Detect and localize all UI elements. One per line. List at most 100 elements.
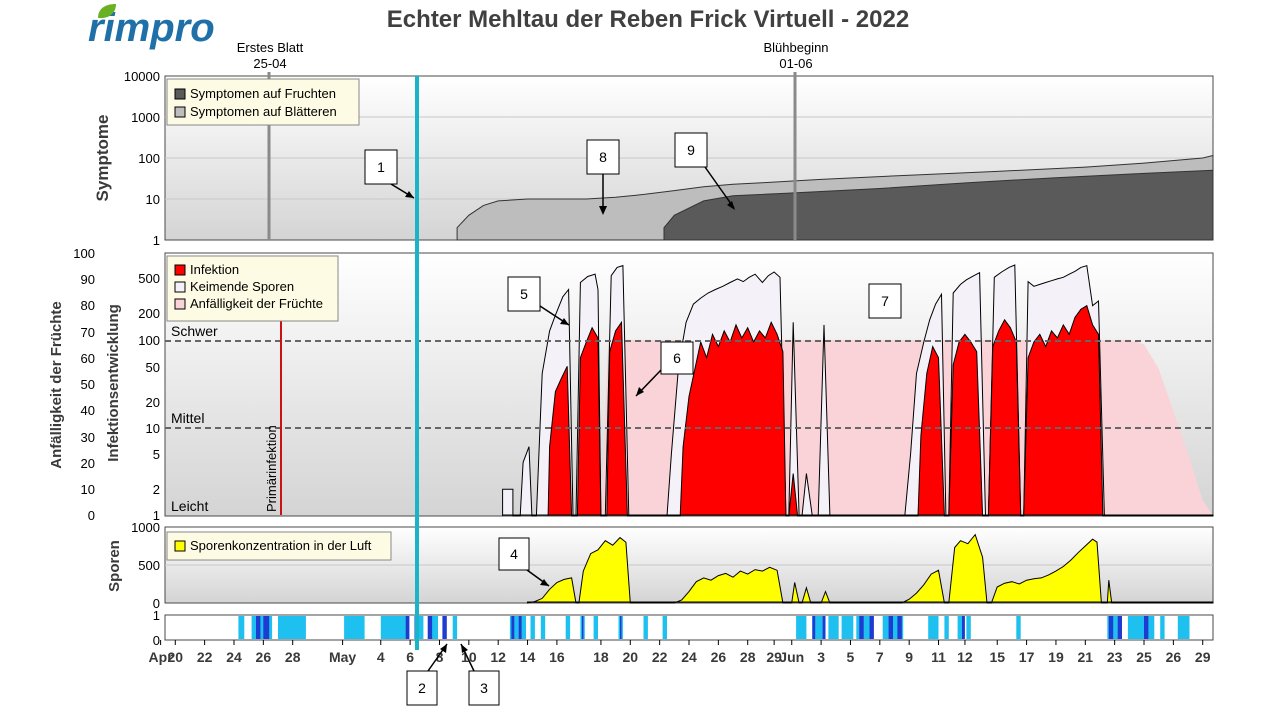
wetness-bar-light [928, 616, 939, 639]
wetness-bar-light [957, 616, 962, 639]
callout-7: 7 [868, 283, 902, 319]
spores-ytick: 0 [153, 596, 160, 611]
callout-6: 6 [635, 341, 694, 397]
susceptibility-ytick: 70 [81, 325, 95, 340]
arrowhead-icon [461, 644, 468, 653]
x-tick-label: 4 [377, 649, 385, 665]
threshold-leicht-label: Leicht [171, 498, 208, 514]
infection-ytick: 100 [138, 333, 160, 348]
wetness-bar-light [565, 616, 571, 639]
spores-area [527, 533, 1214, 604]
infection-yticks: 500 200 100 50 20 10 5 2 1 [138, 271, 160, 523]
legend-label-spores: Sporenkonzentration in der Luft [190, 538, 372, 553]
wetness-bar-dark [581, 616, 584, 639]
wetness-bar-dark [859, 616, 864, 639]
symptoms-series [165, 116, 1214, 241]
x-tick-label: May [329, 649, 356, 665]
symptoms-area-fruits [663, 169, 1214, 241]
infection-area [547, 304, 1214, 517]
callout-label: 2 [418, 680, 426, 696]
legend-swatch-infection [174, 264, 186, 276]
wetness-bar-light [966, 616, 971, 639]
x-tick-label: 29 [766, 649, 782, 665]
legend-label-leaves: Symptomen auf Blätteren [190, 104, 337, 119]
callout-3: 3 [460, 643, 500, 706]
susceptibility-ytick: 10 [81, 482, 95, 497]
callout-1: 1 [364, 149, 415, 199]
x-tick-label: 19 [1048, 649, 1064, 665]
x-tick-label: 16 [549, 649, 565, 665]
susceptibility-ytick: 100 [73, 246, 95, 261]
spores-series [165, 533, 1214, 604]
legend-swatch-leaves [174, 106, 186, 118]
symptoms-yticks: 10000 1000 100 10 1 [124, 69, 160, 248]
callout-label: 5 [520, 286, 528, 302]
wetness-bar-dark [1108, 616, 1114, 639]
callout-arrow [704, 166, 735, 209]
callout-2: 2 [406, 643, 448, 706]
callout-box [406, 670, 438, 706]
arrowhead-icon [599, 206, 607, 215]
legend-label-germinating: Keimende Sporen [190, 279, 294, 294]
symptoms-legend-box [166, 78, 360, 126]
callout-box [660, 341, 694, 375]
wetness-ytick: 0 [153, 633, 160, 648]
arrowhead-icon [636, 387, 644, 396]
event-flowering-label: Blühbeginn [763, 40, 828, 55]
x-tick-label: 7 [876, 649, 884, 665]
wetness-bar-dark [812, 616, 816, 639]
spores-legend-box [166, 531, 392, 561]
x-tick-label: 29 [1195, 649, 1211, 665]
callout-label: 4 [510, 546, 518, 562]
susceptibility-ytick: 20 [81, 456, 95, 471]
wetness-bar-dark [620, 616, 622, 639]
x-tick-label: 28 [740, 649, 756, 665]
wetness-bar-dark [962, 616, 965, 639]
legend-swatch-germinating [174, 281, 186, 293]
legend-swatch-susceptibility [174, 298, 186, 310]
callout-label: 1 [377, 159, 385, 175]
x-tick-label: 21 [1078, 649, 1094, 665]
primary-infection-label: Primärinfektion [264, 425, 279, 512]
infection-legend: Infektion Keimende Sporen Anfälligkeit d… [166, 255, 339, 322]
brand-logo: rimpro [88, 4, 215, 50]
susceptibility-ytick: 80 [81, 298, 95, 313]
x-tick-label: 12 [957, 649, 973, 665]
leaf-icon [98, 4, 116, 19]
wetness-ytick: 1 [153, 608, 160, 623]
panel-wetness [164, 614, 1214, 641]
event-flowering-date: 01-06 [779, 56, 812, 71]
callout-box [364, 149, 398, 185]
wetness-bar-light [238, 616, 245, 639]
wetness-bar-dark [405, 616, 410, 639]
x-tick-label: 20 [622, 649, 638, 665]
wetness-bar-dark [427, 616, 433, 639]
callout-label: 9 [687, 142, 695, 158]
spores-ylabel: Sporen [106, 540, 123, 592]
arrowhead-icon [440, 644, 447, 653]
callout-5: 5 [507, 276, 570, 326]
legend-label-fruits: Symptomen auf Fruchten [190, 86, 336, 101]
legend-label-infection: Infektion [190, 262, 239, 277]
spores-legend: Sporenkonzentration in der Luft [166, 531, 392, 561]
wetness-bar-dark [1117, 616, 1122, 639]
susceptibility-ylabel: Anfälligkeit der Früchte [48, 301, 65, 469]
x-tick-label: 20 [167, 649, 183, 665]
wetness-bar-light [796, 616, 807, 639]
infection-ytick: 50 [146, 360, 160, 375]
legend-swatch-fruits [174, 88, 186, 100]
x-tick-label: 24 [226, 649, 242, 665]
x-tick-label: 8 [436, 649, 444, 665]
symptoms-ylabel: Symptome [93, 115, 112, 202]
infection-legend-box [166, 255, 339, 322]
susceptibility-yticks: 100 90 80 70 60 50 40 30 20 10 0 [73, 246, 95, 523]
wetness-bar-light [841, 616, 854, 639]
wetness-series [238, 616, 1190, 639]
wetness-bar-light [429, 616, 438, 639]
wetness-bar-light [1127, 616, 1155, 639]
wetness-bar-light [662, 616, 667, 639]
wetness-bar-dark [888, 616, 893, 639]
x-tick-label: 26 [256, 649, 272, 665]
susceptibility-ytick: 30 [81, 430, 95, 445]
